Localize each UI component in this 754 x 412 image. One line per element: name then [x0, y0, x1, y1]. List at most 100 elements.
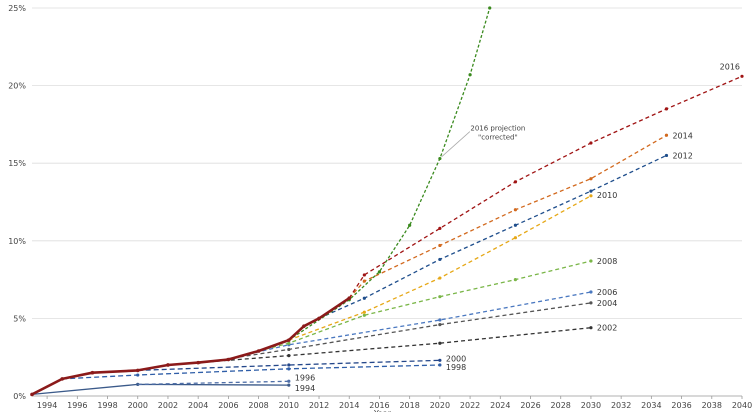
actual-point [287, 338, 291, 342]
series-point-2006 [438, 318, 442, 322]
series-label-2002: 2002 [597, 324, 617, 333]
series-point-2016 [362, 273, 366, 277]
series-point-1994 [287, 383, 291, 387]
series-point-2012 [438, 257, 442, 262]
series-point-2012 [664, 153, 669, 158]
y-tick-label: 20% [8, 82, 26, 91]
series-label-2012: 2012 [672, 151, 692, 160]
x-tick-label: 2016 [369, 401, 389, 410]
series-label-2016: 2016 [720, 62, 740, 71]
series-point-2002 [438, 341, 442, 345]
actual-line [31, 297, 350, 396]
actual-point [135, 368, 140, 373]
y-tick-label: 0% [13, 392, 26, 401]
x-tick-label: 1996 [67, 401, 87, 410]
series-point-corrected [377, 270, 382, 274]
series-point-2012 [513, 223, 518, 227]
series-point-2012 [589, 189, 593, 193]
series-point-2004 [438, 323, 442, 327]
x-tick-label: 2040 [732, 401, 752, 410]
series-line-1996 [137, 380, 289, 386]
series-point-2014 [589, 177, 593, 181]
x-tick-label: 2018 [399, 401, 419, 410]
series-lines [30, 6, 744, 397]
x-tick-label: 2000 [128, 401, 148, 410]
y-tick-label: 15% [8, 159, 26, 168]
annotation-text: "corrected" [478, 134, 518, 142]
series-point-corrected [438, 156, 442, 161]
series-label-2010: 2010 [597, 191, 617, 200]
series-line-2000 [137, 359, 440, 372]
x-tick-label: 2030 [581, 401, 601, 410]
series-point-2008 [513, 278, 518, 282]
series-point-2010 [438, 276, 442, 280]
series-point-2014 [664, 133, 669, 137]
series-line-corrected [288, 7, 491, 341]
x-tick-label: 2024 [490, 401, 510, 410]
x-tick-label: 2006 [218, 401, 238, 410]
actual-point [30, 392, 34, 397]
series-point-2012 [362, 296, 366, 300]
series-point-2016 [513, 180, 518, 184]
actual-point [317, 316, 321, 321]
y-tick-label: 5% [13, 314, 26, 323]
series-point-corrected [488, 6, 492, 10]
actual-point [90, 370, 95, 375]
x-tick-label: 1998 [97, 401, 117, 410]
series-point-2010 [362, 310, 366, 314]
y-tick-label: 25% [8, 4, 26, 13]
series-label-2000: 2000 [446, 354, 466, 363]
series-label-1994: 1994 [295, 384, 315, 393]
series-line-1994 [31, 383, 289, 396]
actual-point [196, 360, 200, 365]
series-point-1998 [438, 363, 442, 367]
series-point-2000 [438, 358, 442, 362]
series-line-2012 [318, 154, 667, 319]
annotation: 2016 projection"corrected" [441, 125, 525, 157]
actual-point [60, 377, 65, 381]
series-point-2016 [664, 107, 669, 111]
x-tick-label: 2032 [611, 401, 631, 410]
x-tick-label: 2022 [460, 401, 480, 410]
actual-point [256, 349, 261, 353]
x-tick-label: 2002 [158, 401, 178, 410]
x-axis-title: Year [373, 409, 392, 412]
series-point-2002 [287, 354, 291, 358]
series-point-1998 [287, 367, 291, 371]
x-tick-label: 2038 [702, 401, 722, 410]
x-tick-label: 2008 [248, 401, 268, 410]
x-tick-label: 2028 [551, 401, 571, 410]
series-line-2008 [258, 260, 592, 352]
axes: 0%5%10%15%20%25%1994 1996 1998 2000 2002 2004… [8, 4, 752, 412]
series-label-1998: 1998 [446, 363, 466, 372]
series-point-2008 [438, 295, 442, 299]
x-tick-label: 2014 [339, 401, 359, 410]
series-point-2008 [287, 341, 291, 345]
annotation-leader-line [441, 131, 471, 157]
x-tick-label: 2026 [520, 401, 540, 410]
series-point-1996 [287, 379, 291, 383]
series-point-2014 [513, 208, 518, 212]
series-point-2016 [589, 141, 593, 145]
series-point-2002 [589, 326, 593, 330]
actual-point [347, 296, 352, 301]
series-label-2004: 2004 [597, 299, 617, 308]
series-point-2008 [362, 313, 366, 317]
series-point-2008 [589, 259, 593, 263]
actual-point [166, 363, 170, 367]
series-point-2006 [589, 290, 593, 294]
x-tick-label: 2036 [671, 401, 691, 410]
annotation-text: 2016 projection [470, 125, 525, 133]
series-label-1996: 1996 [295, 373, 315, 382]
series-point-corrected [408, 223, 412, 227]
y-tick-label: 10% [8, 237, 26, 246]
series-point-2014 [438, 243, 442, 248]
series-point-2010 [589, 194, 593, 198]
series-point-2016 [438, 226, 442, 230]
series-line-2006 [228, 291, 592, 360]
series-point-1998 [136, 373, 140, 377]
series-label-2014: 2014 [672, 131, 692, 140]
